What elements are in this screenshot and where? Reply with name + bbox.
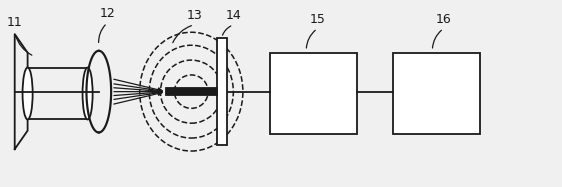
FancyArrowPatch shape (99, 25, 105, 42)
FancyArrowPatch shape (306, 30, 315, 48)
Bar (270, 53, 357, 134)
Ellipse shape (83, 68, 93, 119)
Bar (393, 53, 480, 134)
Text: 15: 15 (310, 13, 325, 26)
FancyArrowPatch shape (223, 26, 231, 35)
Ellipse shape (22, 68, 33, 119)
Text: 12: 12 (99, 7, 115, 20)
FancyArrowPatch shape (173, 26, 192, 43)
Bar (166, 88, 216, 95)
Text: 14: 14 (225, 9, 241, 22)
Text: 13: 13 (186, 9, 202, 22)
FancyArrowPatch shape (15, 35, 32, 55)
FancyArrowPatch shape (433, 30, 441, 48)
Text: 11: 11 (7, 16, 22, 30)
Bar (216, 38, 226, 145)
Text: 16: 16 (436, 13, 451, 26)
